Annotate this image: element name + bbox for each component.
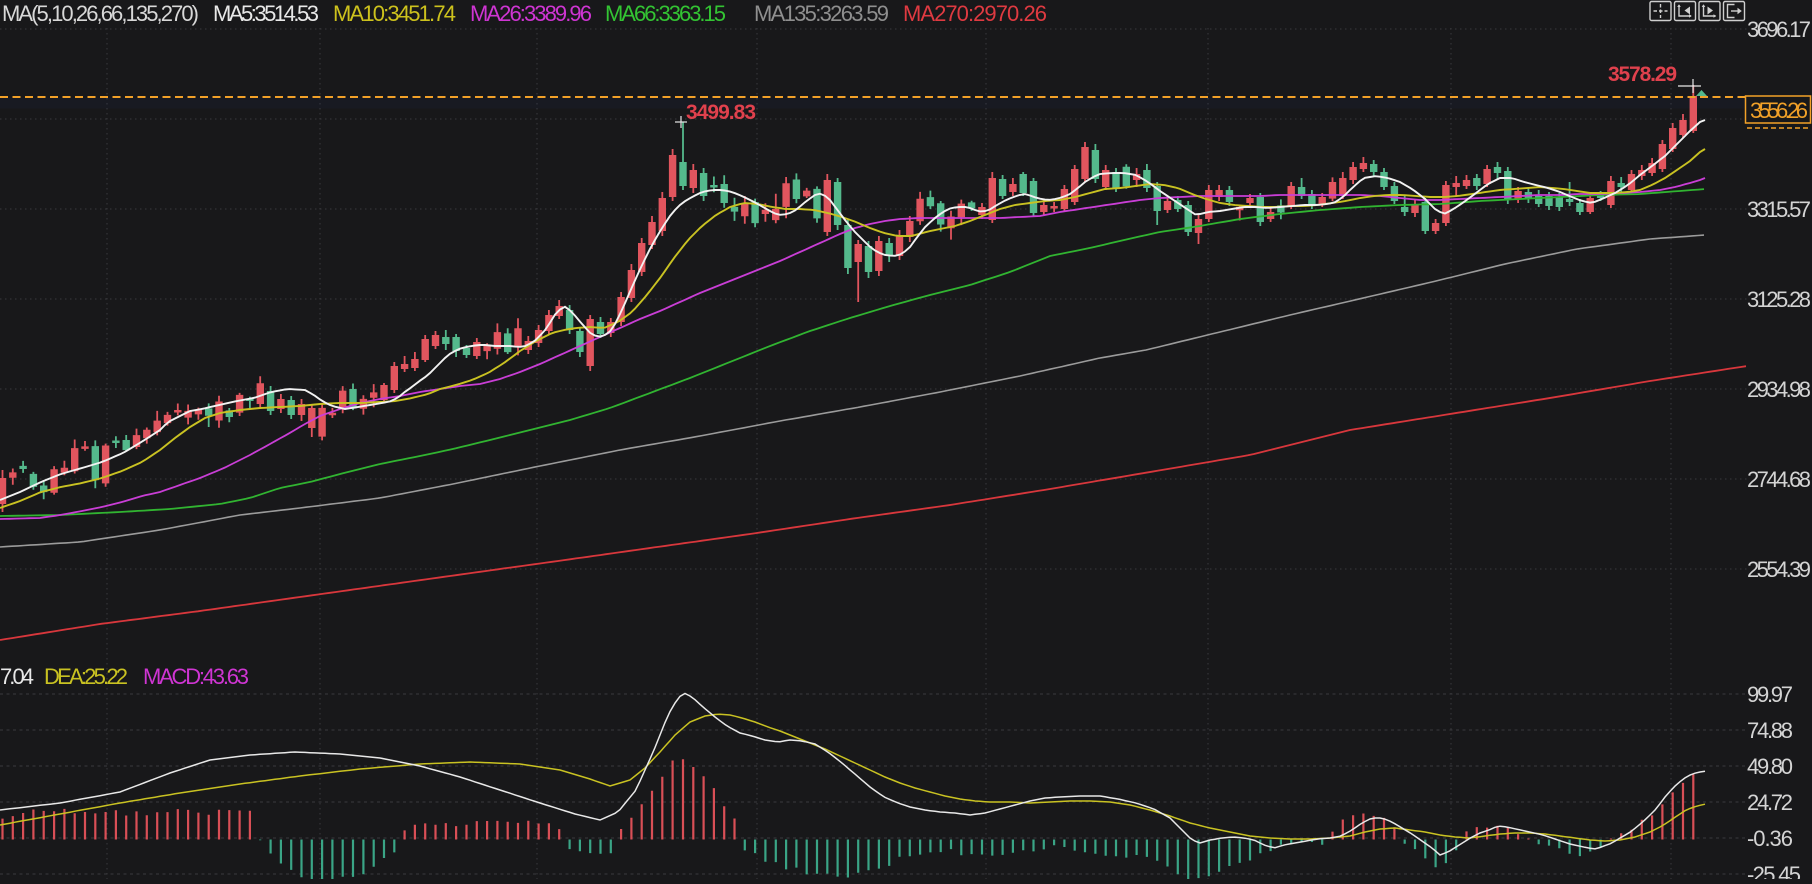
svg-text:MA270:2970.26: MA270:2970.26 [903, 1, 1047, 26]
svg-text:3696.17: 3696.17 [1747, 17, 1811, 42]
svg-text:MA135:3263.59: MA135:3263.59 [754, 1, 889, 26]
svg-text:3499.83: 3499.83 [686, 101, 756, 124]
svg-text:DEA:25.22: DEA:25.22 [44, 664, 128, 689]
svg-text:74.88: 74.88 [1747, 718, 1793, 743]
svg-text:2744.68: 2744.68 [1747, 467, 1811, 492]
svg-text:MA10:3451.74: MA10:3451.74 [333, 1, 456, 26]
svg-text:MA66:3363.15: MA66:3363.15 [605, 1, 726, 26]
svg-text:-0.36: -0.36 [1747, 826, 1793, 851]
svg-text:3315.57: 3315.57 [1747, 197, 1811, 222]
svg-text:MACD:43.63: MACD:43.63 [143, 664, 249, 689]
svg-text:24.72: 24.72 [1747, 790, 1793, 815]
svg-text:7.04: 7.04 [0, 664, 34, 689]
svg-text:2554.39: 2554.39 [1747, 557, 1811, 582]
svg-text:49.80: 49.80 [1747, 754, 1793, 779]
svg-text:3556.26: 3556.26 [1750, 98, 1808, 123]
svg-text:-25.45: -25.45 [1747, 862, 1801, 879]
svg-text:2934.98: 2934.98 [1747, 377, 1811, 402]
svg-text:3578.29: 3578.29 [1608, 63, 1677, 86]
svg-text:MA5:3514.53: MA5:3514.53 [213, 1, 319, 26]
svg-text:99.97: 99.97 [1747, 682, 1793, 707]
svg-text:3125.28: 3125.28 [1747, 287, 1811, 312]
svg-text:MA(5,10,26,66,135,270): MA(5,10,26,66,135,270) [2, 1, 199, 26]
svg-text:MA26:3389.96: MA26:3389.96 [470, 1, 592, 26]
